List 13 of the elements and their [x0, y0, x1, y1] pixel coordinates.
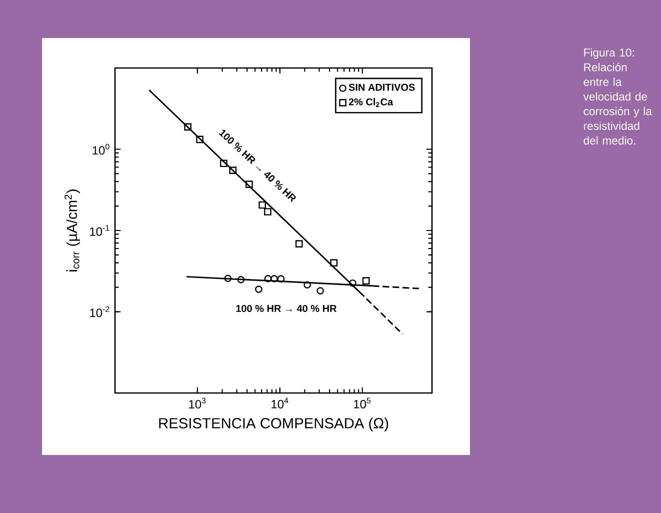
legend-label: SIN ADITIVOS — [348, 84, 415, 91]
y-tick-label: 10$^{-1}$ — [90, 225, 110, 236]
annotation: 100 % HR → 40 % HR — [236, 304, 337, 312]
x-axis-title: RESISTENCIA COMPENSADA (Ω) — [159, 418, 388, 432]
y-tick-label: 10$^{0}$ — [92, 144, 110, 155]
y-axis-title: i$_{corr}$ (µA/cm$^{2}$) — [64, 190, 80, 272]
legend-label: 2% Cl$_{2}$Ca — [348, 98, 394, 107]
x-tick-label: 10$^{4}$ — [272, 398, 288, 408]
y-tick-label: 10$^{-2}$ — [90, 306, 110, 318]
text: Figura 10: Relación entre la velocidad de corrosión y la resistividad del medio. — [583, 48, 652, 145]
annotation: 100 % HR → 40 % HR — [218, 130, 296, 202]
x-tick-label: 10$^{5}$ — [354, 398, 371, 408]
x-tick-label: 10$^{3}$ — [189, 398, 206, 409]
